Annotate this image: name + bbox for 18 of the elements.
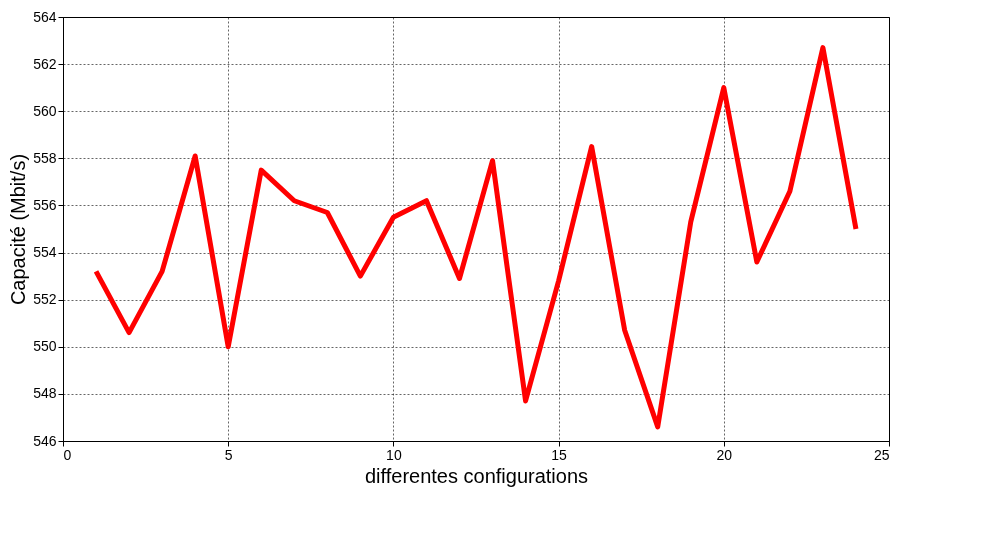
- y-tick-label: 558: [33, 149, 57, 166]
- y-tick-label: 548: [33, 385, 57, 402]
- y-tick-label: 552: [33, 291, 57, 308]
- y-tick-label: 550: [33, 338, 57, 355]
- x-tick-label: 0: [63, 446, 72, 463]
- x-tick-label: 15: [551, 446, 568, 463]
- y-tick-label: 562: [33, 55, 57, 72]
- y-tick-label: 564: [33, 8, 57, 25]
- y-tick-label: 554: [33, 244, 57, 261]
- x-tick-label: 20: [716, 446, 733, 463]
- x-tick-label: 5: [224, 446, 233, 463]
- x-tick-label: 10: [386, 446, 402, 463]
- y-tick-label: 556: [33, 196, 57, 213]
- x-axis-title: differentes configurations: [364, 464, 589, 487]
- y-axis-title: Capacité (Mbit/s): [7, 153, 30, 306]
- x-tick-label: 25: [873, 446, 890, 463]
- y-tick-label: 546: [33, 432, 57, 449]
- y-tick-label: 560: [33, 102, 57, 119]
